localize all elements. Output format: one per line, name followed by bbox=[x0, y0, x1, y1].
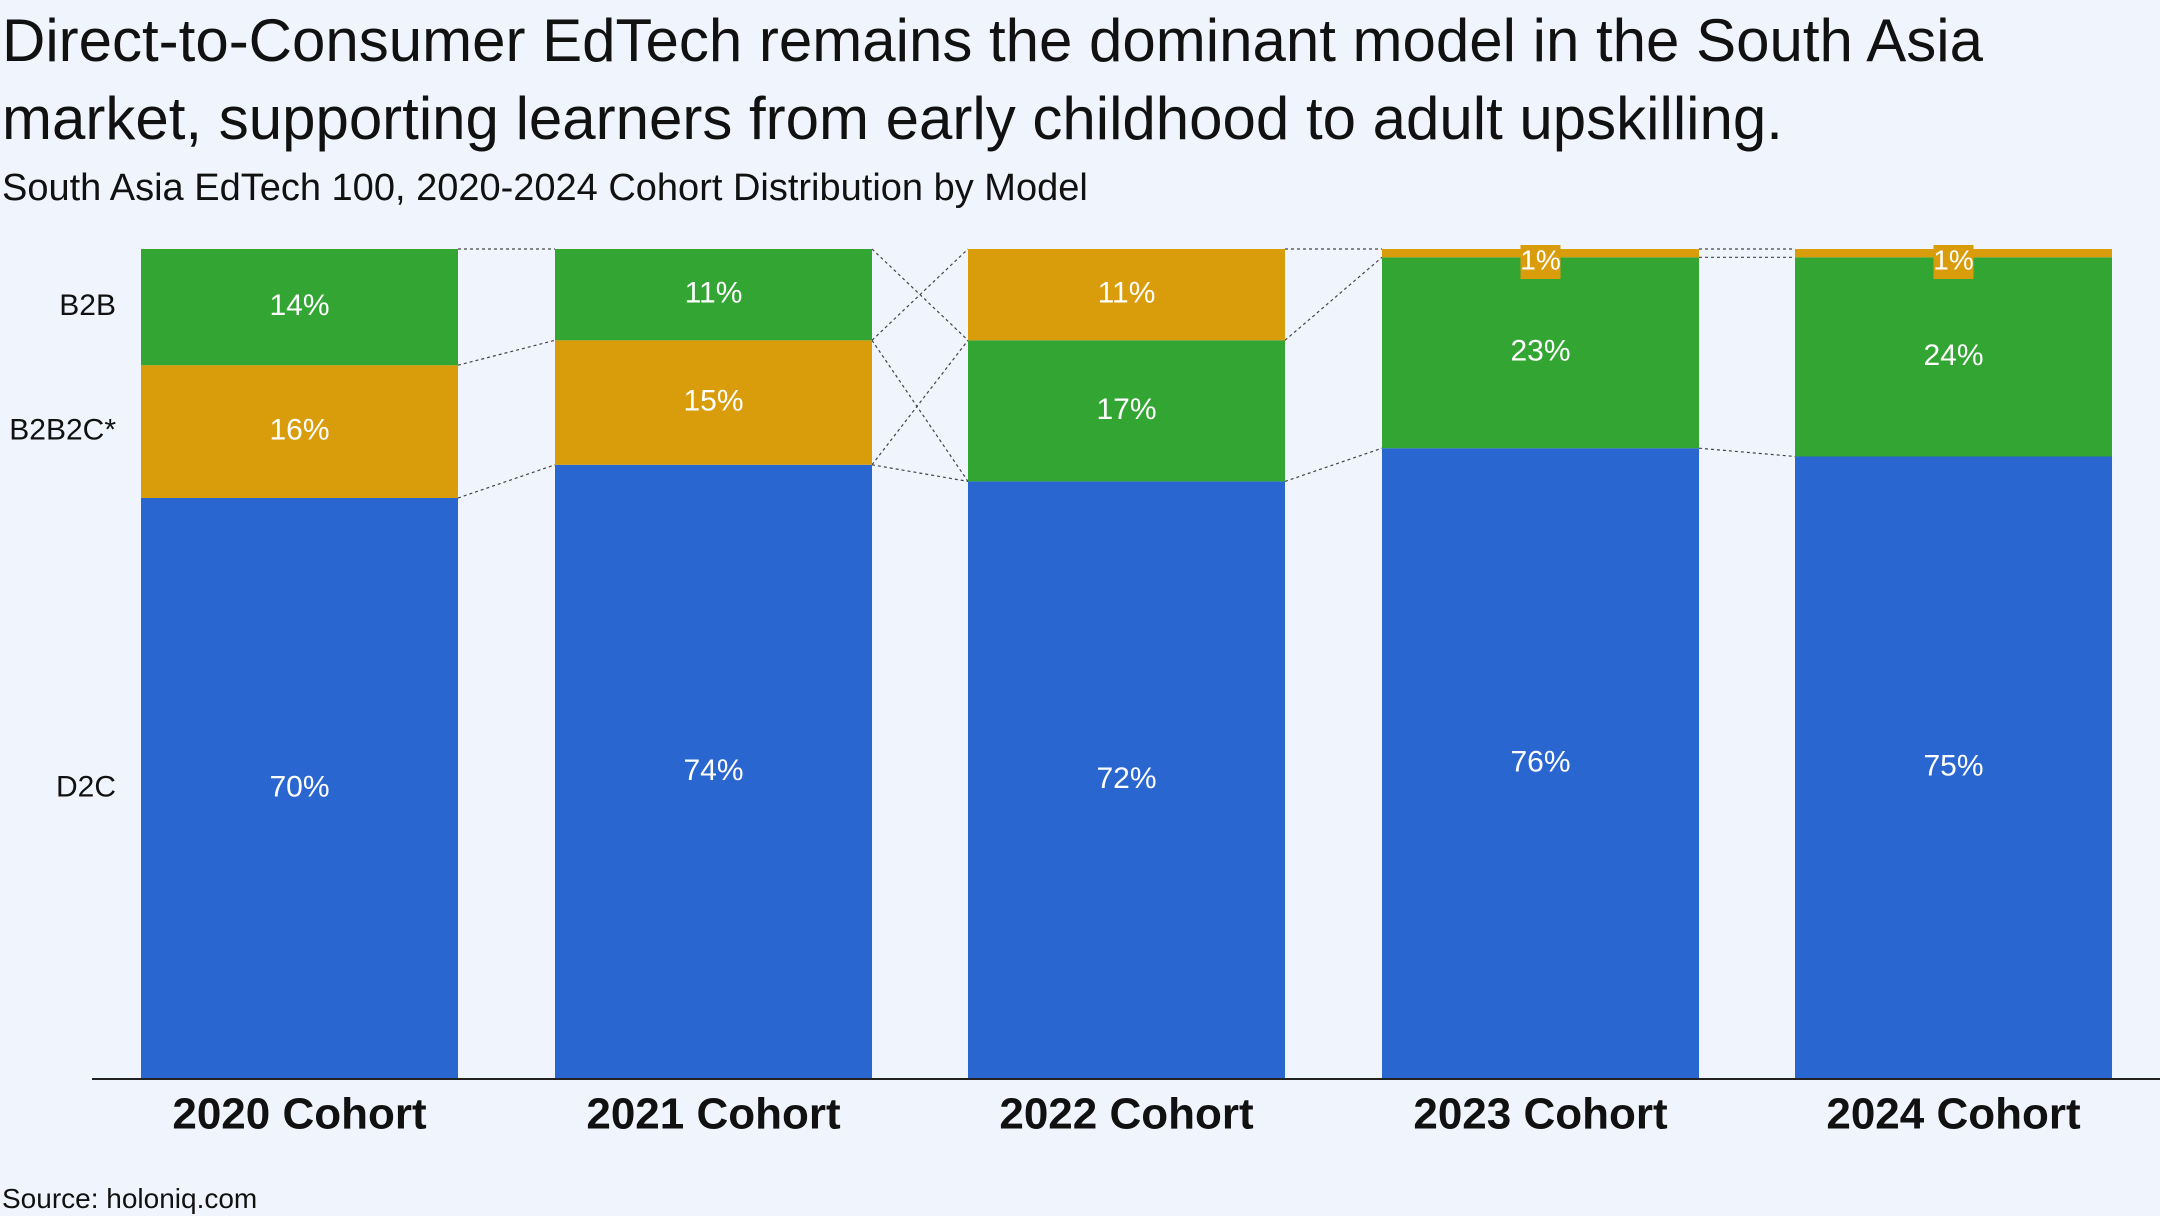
bar-segment-b2b-1 bbox=[141, 249, 458, 366]
bar-segment-b2b-5 bbox=[1795, 257, 2112, 457]
row-label-b2b2c: B2B2C* bbox=[9, 414, 116, 447]
value-label-b2b-1: 14% bbox=[269, 289, 329, 322]
bar-segment-d2c-1 bbox=[141, 498, 458, 1079]
bar-segment-d2c-2 bbox=[555, 464, 872, 1079]
value-label-b2b2c-3: 11% bbox=[1098, 277, 1156, 310]
bar-segment-b2b2c-1 bbox=[141, 365, 458, 498]
bar-segments bbox=[141, 249, 2112, 1079]
row-label-b2b: B2B bbox=[59, 289, 116, 322]
x-tick-label-4: 2023 Cohort bbox=[1413, 1090, 1668, 1139]
connector-line bbox=[871, 464, 969, 482]
chart-title: Direct-to-Consumer EdTech remains the do… bbox=[2, 7, 1983, 152]
value-label-b2b2c-2: 15% bbox=[683, 384, 743, 417]
connector-line bbox=[457, 464, 556, 499]
value-label-b2b-3: 17% bbox=[1096, 393, 1156, 426]
value-label-d2c-3: 72% bbox=[1096, 762, 1156, 795]
value-label-b2b2c-5: 1% bbox=[1933, 244, 1973, 275]
value-label-b2b2c-1: 16% bbox=[269, 414, 329, 447]
bar-segment-b2b-4 bbox=[1382, 257, 1699, 449]
bar-segment-d2c-3 bbox=[968, 481, 1285, 1079]
x-tick-label-2: 2021 Cohort bbox=[586, 1090, 841, 1139]
value-label-b2b-2: 11% bbox=[685, 277, 743, 310]
value-label-d2c-1: 70% bbox=[269, 770, 329, 803]
value-label-d2c-2: 74% bbox=[683, 754, 743, 787]
connector-line bbox=[871, 339, 969, 482]
bar-segment-b2b-2 bbox=[555, 249, 872, 341]
row-labels: B2B B2B2C* D2C bbox=[9, 289, 116, 803]
bar-segment-d2c-4 bbox=[1382, 448, 1699, 1079]
value-label-box-b2b2c-5 bbox=[1933, 245, 1974, 279]
chart-subtitle: South Asia EdTech 100, 2020-2024 Cohort … bbox=[2, 167, 1088, 209]
value-labels: 70% 16% 14% 74% 15% 11% 72% 17% 11% 76% 23% 1% 75% 24… bbox=[269, 244, 1983, 803]
value-label-d2c-5: 75% bbox=[1923, 750, 1983, 783]
connector-line bbox=[1698, 447, 1796, 458]
value-label-d2c-4: 76% bbox=[1510, 746, 1570, 779]
bar-segment-b2b2c-2 bbox=[555, 340, 872, 465]
bar-segment-b2b2c-3 bbox=[968, 249, 1285, 341]
value-label-b2b-5: 24% bbox=[1923, 339, 1983, 372]
connector-line bbox=[871, 339, 969, 466]
value-label-b2b2c-4: 1% bbox=[1520, 244, 1560, 275]
connector-line bbox=[1284, 447, 1383, 482]
connector-line bbox=[871, 248, 969, 341]
x-tick-label-5: 2024 Cohort bbox=[1826, 1090, 2081, 1139]
bar-segment-b2b-3 bbox=[968, 340, 1285, 482]
bar-segment-d2c-5 bbox=[1795, 456, 2112, 1079]
x-tick-label-1: 2020 Cohort bbox=[172, 1090, 427, 1139]
connector-line bbox=[457, 339, 556, 366]
value-label-b2b-4: 23% bbox=[1510, 335, 1570, 368]
source-note: Source: holoniq.com bbox=[2, 1183, 258, 1214]
connector-lines bbox=[457, 248, 1796, 499]
x-tick-label-3: 2022 Cohort bbox=[999, 1090, 1254, 1139]
connector-line bbox=[1284, 256, 1383, 341]
row-label-d2c: D2C bbox=[56, 770, 116, 803]
x-tick-labels: 2020 Cohort 2021 Cohort 2022 Cohort 2023 Co… bbox=[172, 1090, 2081, 1139]
value-label-box-b2b2c-4 bbox=[1520, 245, 1561, 279]
